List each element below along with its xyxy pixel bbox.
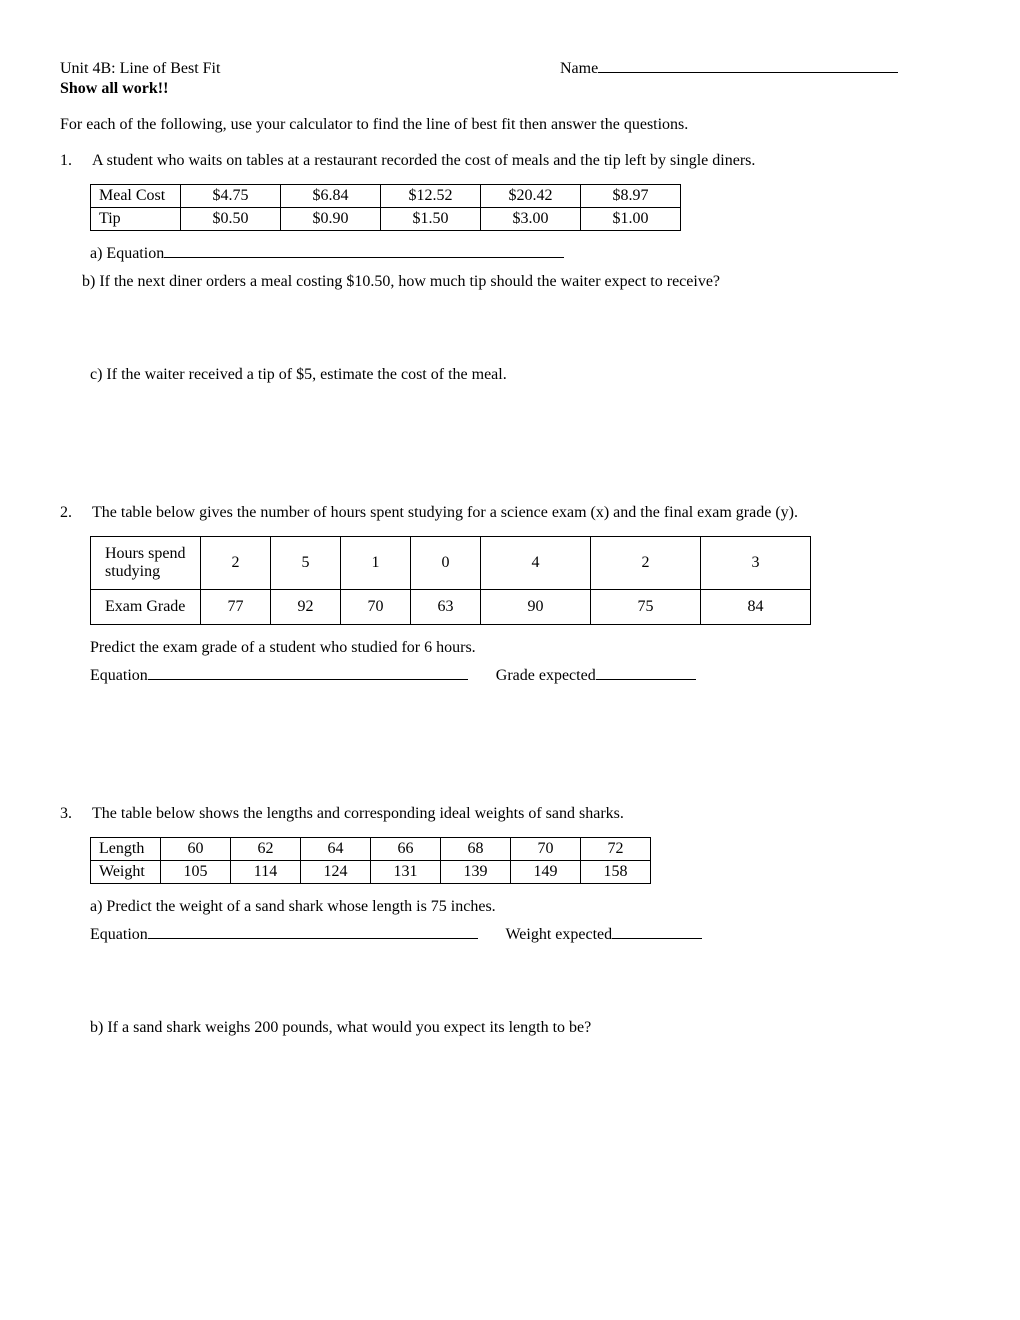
q1-table: Meal Cost $4.75 $6.84 $12.52 $20.42 $8.9… xyxy=(90,184,681,231)
q1-a-blank xyxy=(164,257,564,258)
q3-table: Length 60 62 64 66 68 70 72 Weight 105 1… xyxy=(90,837,651,884)
cell: $4.75 xyxy=(181,185,281,208)
cell: $0.90 xyxy=(281,208,381,231)
q2-eq-line: Equation Grade expected xyxy=(90,667,960,685)
cell: 105 xyxy=(161,861,231,884)
table-row: Exam Grade 77 92 70 63 90 75 84 xyxy=(91,590,811,625)
cell: 84 xyxy=(701,590,811,625)
cell: $3.00 xyxy=(481,208,581,231)
q1-a-label: a) Equation xyxy=(90,245,164,262)
q1-r1-label: Meal Cost xyxy=(91,185,181,208)
unit-title: Unit 4B: Line of Best Fit xyxy=(60,60,460,78)
q3-r1-label: Length xyxy=(91,838,161,861)
q2-r1-label: Hours spend studying xyxy=(91,537,201,590)
q1-b: b) If the next diner orders a meal costi… xyxy=(82,273,960,291)
q2-text: The table below gives the number of hour… xyxy=(92,504,960,522)
cell: 60 xyxy=(161,838,231,861)
question-1: 1. A student who waits on tables at a re… xyxy=(60,152,960,464)
cell: $12.52 xyxy=(381,185,481,208)
show-work: Show all work!! xyxy=(60,80,960,98)
cell: 70 xyxy=(341,590,411,625)
cell: 2 xyxy=(591,537,701,590)
cell: 63 xyxy=(411,590,481,625)
q1-r2-label: Tip xyxy=(91,208,181,231)
cell: 92 xyxy=(271,590,341,625)
cell: 139 xyxy=(441,861,511,884)
q2-r2-label: Exam Grade xyxy=(91,590,201,625)
q2-predict: Predict the exam grade of a student who … xyxy=(90,639,960,657)
q1-number: 1. xyxy=(60,152,88,170)
q2-grade-label: Grade expected xyxy=(496,667,596,684)
cell: 77 xyxy=(201,590,271,625)
table-row: Weight 105 114 124 131 139 149 158 xyxy=(91,861,651,884)
cell: 90 xyxy=(481,590,591,625)
table-row: Hours spend studying 2 5 1 0 4 2 3 xyxy=(91,537,811,590)
name-blank xyxy=(598,72,898,73)
cell: 158 xyxy=(581,861,651,884)
q3-eq-blank xyxy=(148,938,478,939)
q2-eq-label: Equation xyxy=(90,667,148,684)
table-row: Length 60 62 64 66 68 70 72 xyxy=(91,838,651,861)
q2-eq-blank xyxy=(148,679,468,680)
cell: 114 xyxy=(231,861,301,884)
q2-table: Hours spend studying 2 5 1 0 4 2 3 Exam … xyxy=(90,536,811,625)
name-field: Name xyxy=(460,60,960,78)
q3-a: a) Predict the weight of a sand shark wh… xyxy=(90,898,960,916)
cell: 75 xyxy=(591,590,701,625)
cell: 0 xyxy=(411,537,481,590)
header-row: Unit 4B: Line of Best Fit Name xyxy=(60,60,960,78)
q3-b: b) If a sand shark weighs 200 pounds, wh… xyxy=(90,1019,960,1037)
cell: 68 xyxy=(441,838,511,861)
cell: $1.00 xyxy=(581,208,681,231)
question-3: 3. The table below shows the lengths and… xyxy=(60,805,960,1037)
cell: 124 xyxy=(301,861,371,884)
q2-grade-blank xyxy=(596,679,696,680)
cell: 72 xyxy=(581,838,651,861)
cell: $0.50 xyxy=(181,208,281,231)
name-label: Name xyxy=(560,60,598,77)
q3-weight-blank xyxy=(612,938,702,939)
cell: $6.84 xyxy=(281,185,381,208)
cell: 70 xyxy=(511,838,581,861)
cell: $1.50 xyxy=(381,208,481,231)
cell: 1 xyxy=(341,537,411,590)
q3-eq-label: Equation xyxy=(90,926,148,943)
table-row: Tip $0.50 $0.90 $1.50 $3.00 $1.00 xyxy=(91,208,681,231)
cell: 4 xyxy=(481,537,591,590)
cell: 3 xyxy=(701,537,811,590)
q1-text: A student who waits on tables at a resta… xyxy=(92,152,960,170)
cell: 5 xyxy=(271,537,341,590)
instruction-text: For each of the following, use your calc… xyxy=(60,116,960,134)
cell: 62 xyxy=(231,838,301,861)
cell: 64 xyxy=(301,838,371,861)
q3-weight-label: Weight expected xyxy=(505,926,612,943)
cell: 149 xyxy=(511,861,581,884)
table-row: Meal Cost $4.75 $6.84 $12.52 $20.42 $8.9… xyxy=(91,185,681,208)
q1-a: a) Equation xyxy=(90,245,960,263)
cell: $20.42 xyxy=(481,185,581,208)
cell: 66 xyxy=(371,838,441,861)
q2-number: 2. xyxy=(60,504,88,522)
q1-c: c) If the waiter received a tip of $5, e… xyxy=(90,366,960,384)
q3-r2-label: Weight xyxy=(91,861,161,884)
cell: 2 xyxy=(201,537,271,590)
q3-text: The table below shows the lengths and co… xyxy=(92,805,960,823)
cell: 131 xyxy=(371,861,441,884)
q3-number: 3. xyxy=(60,805,88,823)
q3-eq-line: Equation Weight expected xyxy=(90,926,960,944)
question-2: 2. The table below gives the number of h… xyxy=(60,504,960,765)
cell: $8.97 xyxy=(581,185,681,208)
